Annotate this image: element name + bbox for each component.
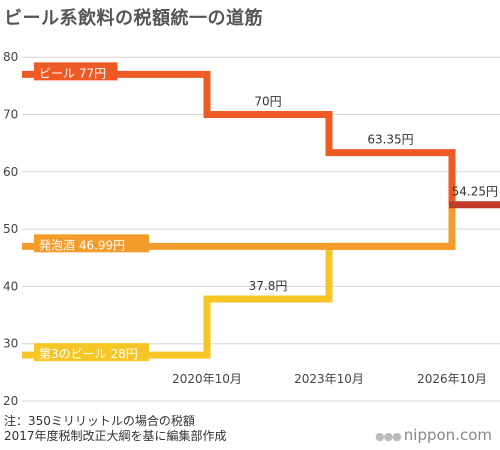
footnote-line-1: 注：350ミリリットルの場合の税額 xyxy=(4,414,195,428)
series-line xyxy=(22,204,456,359)
series-label: ビール 77円 xyxy=(39,66,106,80)
value-annotation: 63.35円 xyxy=(367,133,413,147)
value-annotation: 37.8円 xyxy=(249,279,288,293)
y-tick-label: 70 xyxy=(3,107,18,121)
footnote: 注：350ミリリットルの場合の税額 2017年度税制改正大綱を基に編集部作成 xyxy=(4,414,227,444)
y-tick-label: 80 xyxy=(3,50,18,64)
series-label-box xyxy=(34,343,149,362)
series-label-box xyxy=(34,62,118,81)
series-label-box xyxy=(34,234,149,253)
y-tick-label: 60 xyxy=(3,165,18,179)
brand-dots-icon: ●●● xyxy=(374,430,402,443)
value-annotation: 54.25円 xyxy=(452,185,498,199)
series-label: 第3のビール 28円 xyxy=(39,347,138,361)
series-line xyxy=(22,70,456,205)
y-tick-label: 20 xyxy=(3,394,18,408)
y-tick-label: 50 xyxy=(3,222,18,236)
x-tick-label: 2023年10月 xyxy=(294,372,364,386)
y-tick-label: 30 xyxy=(3,337,18,351)
value-annotation: 70円 xyxy=(254,94,281,108)
brand-text: nippon.com xyxy=(403,426,492,444)
brand-logo: ●●● nippon.com xyxy=(375,426,492,444)
y-tick-label: 40 xyxy=(3,279,18,293)
chart-title: ビール系飲料の税額統一の道筋 xyxy=(4,8,263,29)
series-label: 発泡酒 46.99円 xyxy=(39,238,125,252)
footnote-line-2: 2017年度税制改正大綱を基に編集部作成 xyxy=(4,429,227,443)
x-tick-label: 2026年10月 xyxy=(417,372,487,386)
x-tick-label: 2020年10月 xyxy=(172,372,242,386)
